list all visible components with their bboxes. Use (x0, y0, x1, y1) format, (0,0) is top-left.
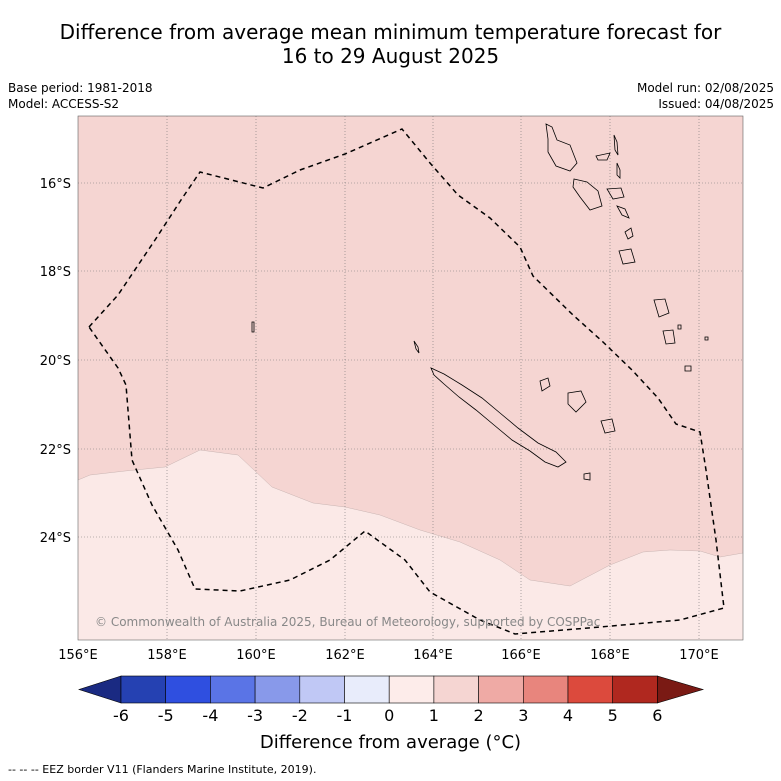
lon-tick-160e: 160°E (236, 648, 276, 663)
lat-tick-16s: 16°S (40, 177, 71, 192)
colorbar-bin (388, 675, 435, 704)
colorbar-tick: 0 (384, 706, 394, 725)
map-frame (77, 115, 744, 641)
colorbar-tick: 4 (563, 706, 573, 725)
latitude-ticks: 16°S 18°S 20°S 22°S 24°S (40, 177, 71, 546)
eez-border (88, 128, 725, 635)
lat-tick-22s: 22°S (40, 443, 71, 458)
colorbar-bin (299, 675, 345, 704)
colorbar-tick: -2 (292, 706, 308, 725)
gridlines (78, 116, 743, 640)
colorbar-tick: -3 (247, 706, 263, 725)
walpole-islet-coast (684, 365, 692, 372)
lat-tick-24s: 24°S (40, 531, 71, 546)
lon-tick-156e: 156°E (58, 648, 98, 663)
matthew-island-coast (677, 324, 682, 330)
colorbar-label: Difference from average (°C) (259, 732, 522, 753)
pentecost-coast (616, 162, 621, 179)
lon-tick-162e: 162°E (325, 648, 365, 663)
colorbar-tick: -6 (113, 706, 129, 725)
chesterfield-islet-coast (251, 321, 255, 333)
malekula-coast (572, 178, 603, 211)
colorbar-bin (478, 675, 524, 704)
map-area: © Commonwealth of Australia 2025, Bureau… (78, 116, 743, 640)
lon-tick-170e: 170°E (679, 648, 719, 663)
colorbar-bin (612, 675, 658, 704)
lon-tick-166e: 166°E (501, 648, 541, 663)
lat-tick-18s: 18°S (40, 265, 71, 280)
colorbar-bin (433, 675, 479, 704)
loyalty-island-ouvea-coast (539, 377, 551, 392)
hunter-island-coast (704, 336, 709, 341)
lon-tick-158e: 158°E (147, 648, 187, 663)
issued-label: Issued: 04/08/2025 (658, 97, 774, 111)
colorbar-bin (254, 675, 301, 704)
espiritu-santo-coast (545, 123, 578, 172)
lat-tick-20s: 20°S (40, 354, 71, 369)
ambrym-coast (606, 187, 625, 200)
colorbar-bin (344, 675, 390, 704)
copyright-notice: © Commonwealth of Australia 2025, Bureau… (95, 615, 600, 629)
colorbar-tick: -5 (158, 706, 174, 725)
colorbar-tick: -4 (202, 706, 218, 725)
colorbar-tick: 3 (518, 706, 528, 725)
colorbar-tick: 6 (652, 706, 662, 725)
colorbar-extend-high (657, 675, 705, 704)
epi-shepherd-coast (616, 205, 630, 219)
model-label: Model: ACCESS-S2 (8, 97, 120, 111)
colorbar-bin (165, 675, 211, 704)
lon-tick-164e: 164°E (413, 648, 453, 663)
colorbar-bin (210, 675, 256, 704)
colorbar-tick: 5 (608, 706, 618, 725)
eez-border-legend: -- -- -- EEZ border V11 (Flanders Marine… (8, 763, 317, 776)
colorbar-bin (567, 675, 614, 704)
isle-of-pines-coast (583, 472, 591, 481)
coastlines (251, 123, 709, 481)
belep-islands-coast (413, 340, 420, 354)
loyalty-island-mare-coast (600, 418, 616, 434)
colorbar-tick: 1 (429, 706, 439, 725)
efate-coast (624, 227, 634, 240)
colorbar-tick: -1 (337, 706, 353, 725)
colorbar-bin (120, 675, 167, 704)
base-period-label: Base period: 1981-2018 (8, 81, 153, 95)
map-title-line-2: 16 to 29 August 2025 (281, 44, 500, 68)
lon-tick-168e: 168°E (590, 648, 630, 663)
colorbar-bin (522, 675, 569, 704)
new-caledonia-coast (430, 367, 567, 468)
maewo-coast (613, 134, 619, 156)
map-title-line-1: Difference from average mean minimum tem… (59, 20, 722, 44)
anomaly-region-1-2 (78, 116, 743, 587)
colorbar: -6 -5 -4 -3 -2 -1 0 1 2 3 4 5 6 (78, 675, 705, 725)
model-run-label: Model run: 02/08/2025 (636, 81, 774, 95)
erromango-coast (618, 248, 636, 265)
aneityum-coast (662, 329, 676, 345)
loyalty-island-lifou-coast (567, 390, 587, 413)
longitude-ticks: 156°E 158°E 160°E 162°E 164°E 166°E 168°… (58, 648, 719, 663)
tanna-coast (653, 298, 670, 318)
colorbar-tick: 2 (474, 706, 484, 725)
colorbar-extend-low (78, 675, 122, 704)
ambae-coast (595, 152, 611, 161)
